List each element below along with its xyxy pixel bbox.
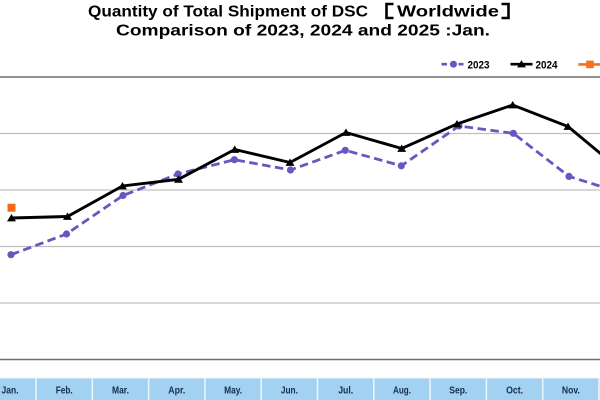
svg-text:Jul.: Jul. (338, 385, 353, 396)
svg-text:Quantity of Total Shipment of: Quantity of Total Shipment of DSC (88, 4, 368, 21)
svg-text:Comparison of 2023, 2024 and 2: Comparison of 2023, 2024 and 2025 :Jan. (116, 23, 490, 40)
svg-text:Sep.: Sep. (449, 385, 467, 396)
svg-text:Jun.: Jun. (281, 385, 298, 396)
svg-text:Oct.: Oct. (506, 385, 523, 396)
svg-text:Nov.: Nov. (562, 385, 580, 396)
svg-text:Jan.: Jan. (2, 385, 19, 396)
svg-text:May.: May. (224, 385, 242, 396)
svg-text:Mar.: Mar. (112, 385, 129, 396)
svg-text:2024: 2024 (536, 59, 559, 71)
svg-text:Apr.: Apr. (168, 385, 185, 396)
svg-text:Aug.: Aug. (393, 385, 411, 396)
svg-text:2023: 2023 (468, 59, 490, 71)
svg-text:Worldwide: Worldwide (397, 4, 499, 21)
svg-text:Feb.: Feb. (56, 385, 73, 396)
